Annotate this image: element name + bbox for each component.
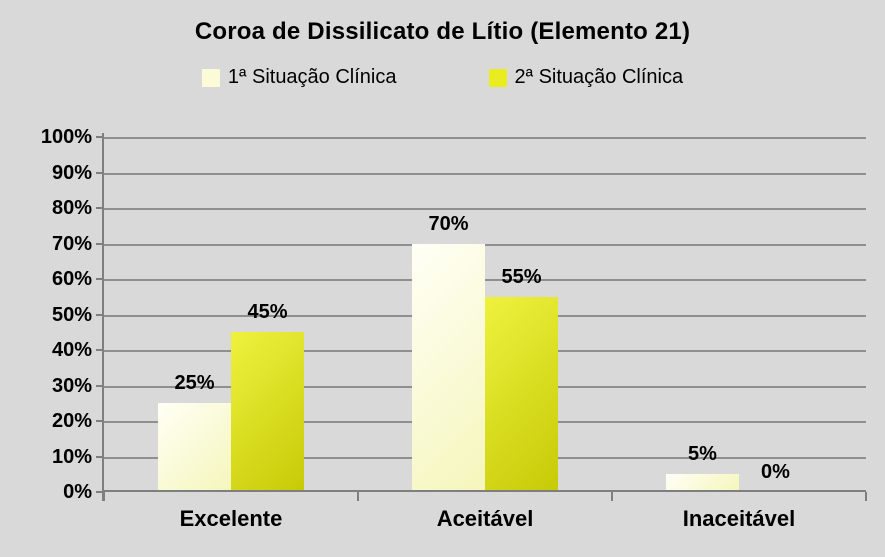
y-axis-tick <box>96 349 104 351</box>
bar-series-2: 45% <box>231 301 304 492</box>
category-group: 25% 45% <box>104 137 358 492</box>
y-tick-label: 100% <box>40 126 92 148</box>
legend-swatch-icon <box>201 68 220 87</box>
x-axis-tick <box>103 492 105 501</box>
y-tick-label: 80% <box>51 197 92 219</box>
legend: 1ª Situação Clínica 2ª Situação Clínica <box>0 66 885 89</box>
y-axis-tick <box>96 313 104 316</box>
legend-label: 2ª Situação Clínica <box>514 66 684 88</box>
y-axis-tick <box>96 207 104 209</box>
y-tick-label: 30% <box>51 374 92 397</box>
bar-series-2: 55% <box>485 266 558 492</box>
value-label: 55% <box>501 265 542 288</box>
y-axis-tick <box>96 384 104 387</box>
y-axis-tick <box>96 242 104 245</box>
x-axis-line <box>102 490 866 492</box>
gridline <box>104 208 866 210</box>
category-label: Excelente <box>179 506 283 531</box>
value-label: 0% <box>761 461 790 483</box>
category-group: 5% 0% <box>612 137 866 492</box>
legend-item: 2ª Situação Clínica <box>488 66 684 89</box>
legend-swatch-icon <box>488 68 507 87</box>
y-axis-tick <box>96 455 104 458</box>
category-group: 70% 55% <box>358 137 612 492</box>
x-axis-tick <box>356 492 359 501</box>
category-label: Aceitável <box>436 506 534 531</box>
y-axis-labels: 0% 10% 20% 30% 40% 50% 60% 70% 80% 90% 100% <box>0 126 96 503</box>
value-label: 45% <box>247 301 288 324</box>
legend-item: 1ª Situação Clínica <box>201 66 397 89</box>
y-axis-line <box>102 133 104 501</box>
y-tick-label: 90% <box>51 161 92 184</box>
bars-layer: 25% 45% 70% 55% 5% 0% <box>104 137 866 492</box>
bar-series-1: 25% <box>158 372 231 492</box>
gridline <box>104 172 866 175</box>
y-axis-tick <box>96 420 104 422</box>
y-tick-label: 20% <box>51 410 92 432</box>
bar-series-1: 70% <box>412 213 485 492</box>
y-axis-tick <box>96 278 104 280</box>
y-tick-label: 40% <box>51 339 92 361</box>
bar-series-1: 5% <box>666 443 739 492</box>
plot-area: 25% 45% 70% 55% 5% 0% <box>96 133 867 501</box>
y-tick-label: 50% <box>51 303 92 326</box>
x-axis-tick <box>865 492 867 501</box>
gridline <box>104 279 866 281</box>
value-label: 5% <box>688 443 717 466</box>
y-axis-tick <box>96 171 104 174</box>
y-axis-tick <box>96 491 104 493</box>
y-tick-label: 70% <box>51 232 92 255</box>
gridline <box>104 137 866 139</box>
category-label: Inaceitável <box>682 506 796 531</box>
y-tick-label: 60% <box>51 268 92 290</box>
y-tick-label: 0% <box>63 481 92 503</box>
y-axis-tick <box>96 136 104 138</box>
chart-title: Coroa de Dissilicato de Lítio (Elemento … <box>194 18 691 45</box>
gridline <box>104 243 866 246</box>
x-axis-tick <box>610 492 613 501</box>
x-axis-labels: Excelente Aceitável Inaceitável <box>104 506 866 532</box>
value-label: 25% <box>174 372 215 395</box>
value-label: 70% <box>428 212 469 235</box>
y-tick-label: 10% <box>51 445 92 468</box>
legend-label: 1ª Situação Clínica <box>227 66 397 88</box>
